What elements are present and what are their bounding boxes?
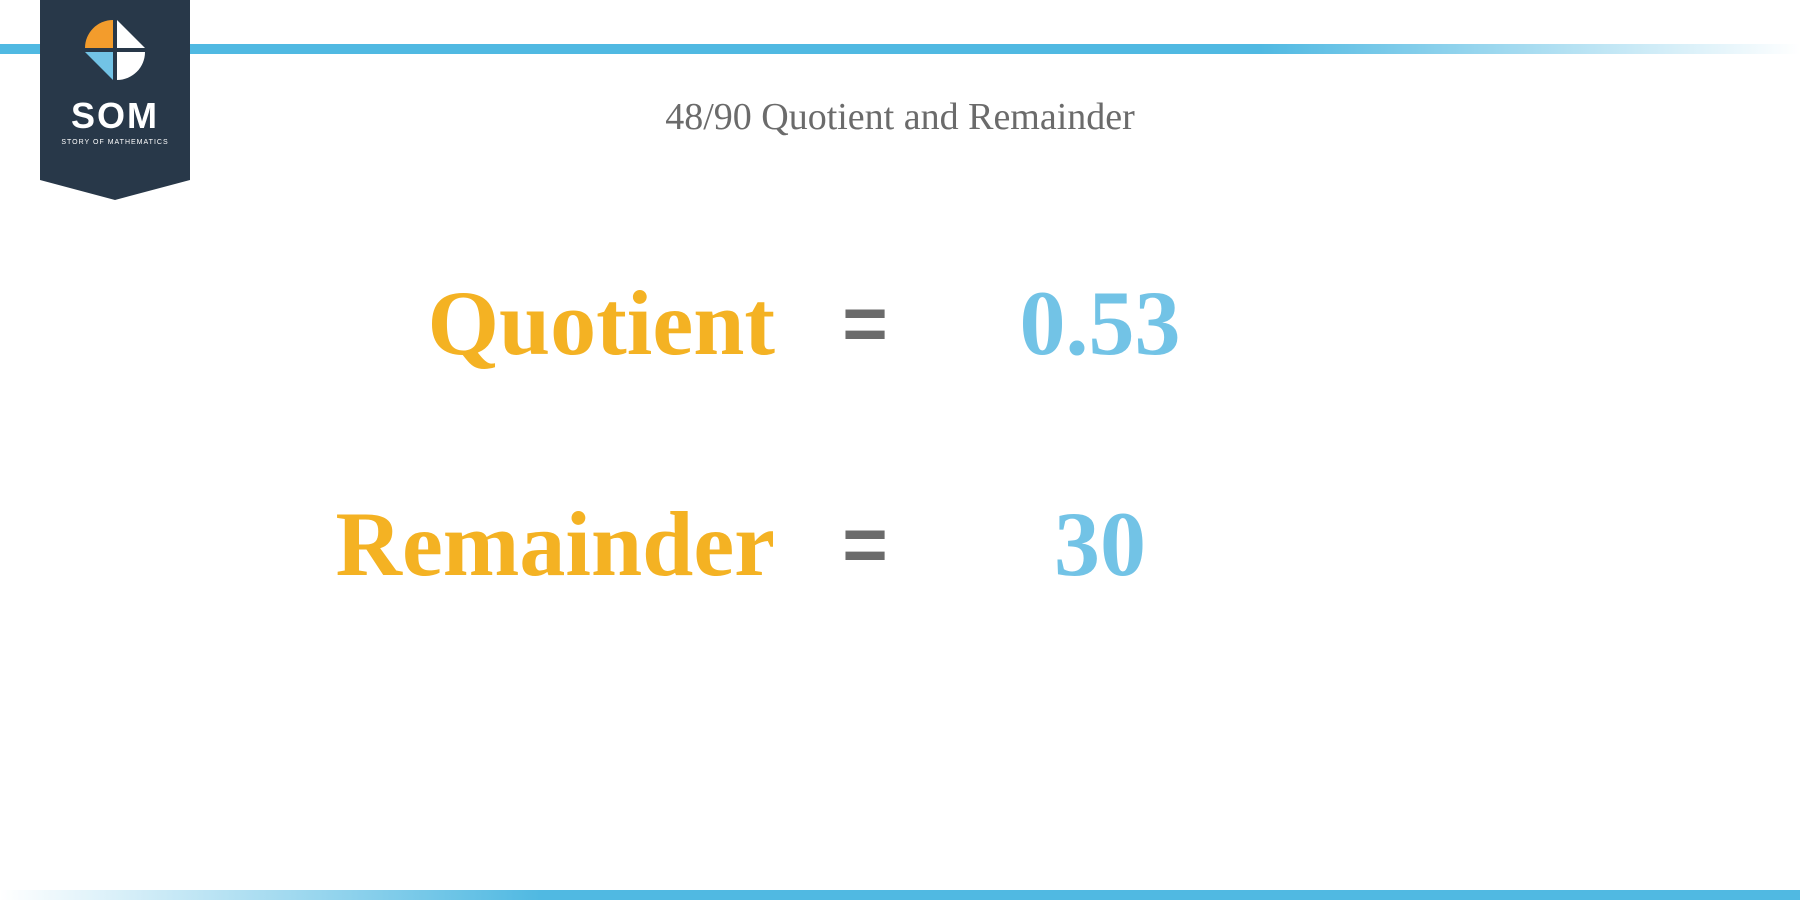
logo-acronym: SOM xyxy=(40,95,190,137)
logo-subtitle: STORY OF MATHEMATICS xyxy=(40,139,190,146)
logo-badge: SOM STORY OF MATHEMATICS xyxy=(40,0,190,180)
remainder-value: 30 xyxy=(1054,493,1146,595)
remainder-row: Remainder = 30 xyxy=(260,491,1540,597)
quotient-value: 0.53 xyxy=(1020,272,1181,374)
top-accent-bar xyxy=(0,44,1800,54)
logo-text: SOM STORY OF MATHEMATICS xyxy=(40,95,190,146)
quotient-equals: = xyxy=(842,279,888,367)
quotient-row: Quotient = 0.53 xyxy=(260,270,1540,376)
logo-icon xyxy=(85,20,145,80)
equations-content: Quotient = 0.53 Remainder = 30 xyxy=(260,270,1540,712)
remainder-equals: = xyxy=(842,500,888,588)
bottom-accent-bar xyxy=(0,890,1800,900)
quotient-label: Quotient xyxy=(427,272,775,374)
remainder-label: Remainder xyxy=(336,493,775,595)
page-title: 48/90 Quotient and Remainder xyxy=(0,95,1800,139)
